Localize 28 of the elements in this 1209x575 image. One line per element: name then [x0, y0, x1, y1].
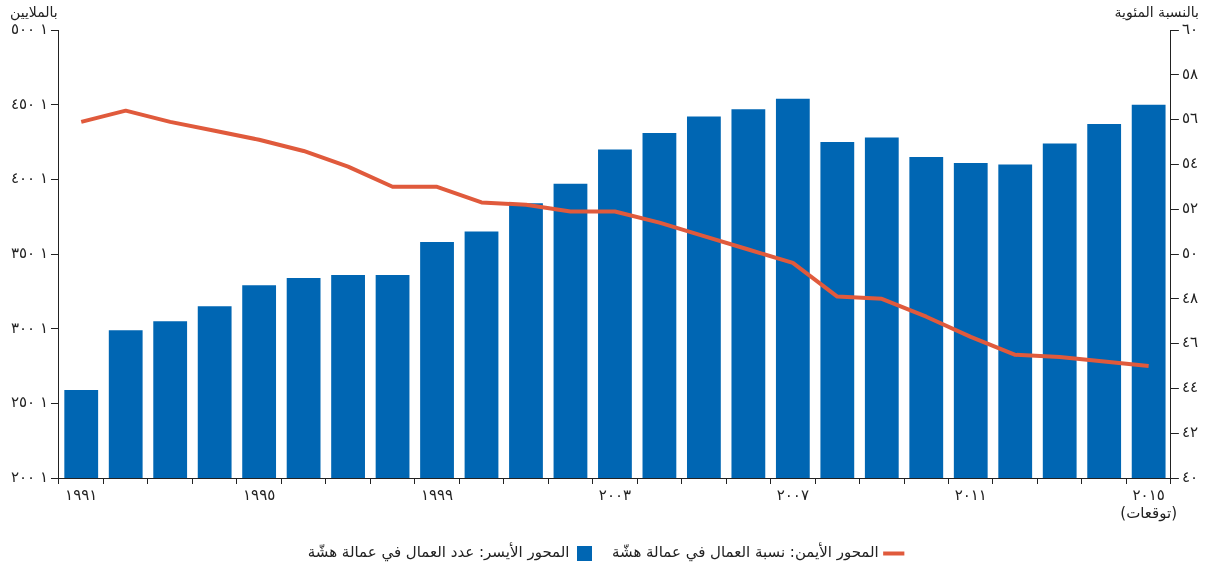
- y2-axis-title: بالنسبة المئوية: [1114, 3, 1199, 21]
- y2-tick-label: ٥٢: [1181, 199, 1199, 218]
- y2-tick-label: ٥٦: [1181, 109, 1199, 128]
- x-tick-label: ١٩٩٥: [243, 485, 276, 504]
- y-tick-label: ١ ٣٥٠: [10, 243, 48, 262]
- y-tick-label: ١ ٢٠٠: [10, 467, 48, 486]
- x-tick-label: ٢٠٠٣: [598, 485, 632, 504]
- legend-label: المحور الأيسر: عدد العمال في عمالة هشّة: [307, 542, 570, 563]
- y2-tick-label: ٥٤: [1181, 154, 1199, 173]
- y-tick-label: ١ ٤٥٠: [10, 94, 48, 113]
- y2-tick-label: ٤٤: [1181, 378, 1199, 397]
- y2-tick-label: ٤٦: [1181, 333, 1199, 352]
- y2-tick-label: ٦٠: [1181, 19, 1199, 38]
- x-tick-label: ١٩٩١: [65, 485, 98, 504]
- y-tick-label: ١ ٢٥٠: [10, 393, 48, 412]
- y-tick-label: ١ ٣٠٠: [10, 318, 48, 337]
- x-tick-label: ٢٠١١: [954, 485, 987, 504]
- y2-tick-label: ٤٠: [1181, 467, 1199, 486]
- x-tick-label: ٢٠١٥ (توقعات): [1120, 485, 1178, 522]
- y2-tick-label: ٤٢: [1181, 423, 1199, 442]
- y-tick-label: ١ ٤٠٠: [10, 169, 48, 188]
- x-tick-label: ١٩٩٩: [420, 485, 454, 504]
- y-axis-title: بالملايين: [10, 3, 58, 21]
- y2-tick-label: ٥٠: [1181, 243, 1199, 262]
- y2-tick-label: ٤٨: [1181, 288, 1199, 307]
- legend-label: المحور الأيمن: نسبة العمال في عمالة هشّة: [611, 542, 879, 563]
- x-tick-label: ٢٠٠٧: [776, 485, 809, 504]
- y2-tick-label: ٥٨: [1181, 64, 1199, 83]
